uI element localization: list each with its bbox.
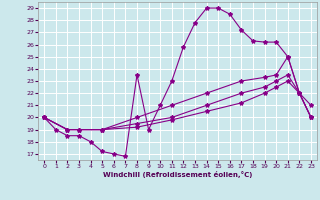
X-axis label: Windchill (Refroidissement éolien,°C): Windchill (Refroidissement éolien,°C) [103,171,252,178]
